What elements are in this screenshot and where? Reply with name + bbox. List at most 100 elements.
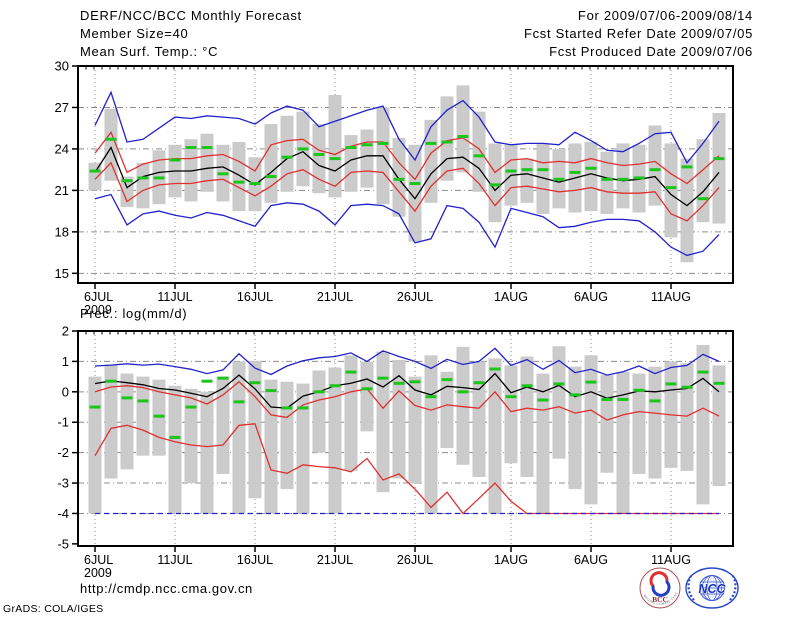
observation-dash: [489, 367, 501, 371]
observation-dash: [217, 172, 229, 176]
member-spread-bar: [584, 355, 598, 505]
observation-dash: [89, 169, 101, 173]
series-mean-minus-std: [94, 161, 720, 222]
observation-dash: [473, 154, 485, 158]
y-tick-label: 18: [55, 224, 69, 239]
observation-dash: [377, 141, 389, 145]
observation-dash: [633, 388, 645, 392]
series-mean-minus-std: [94, 423, 719, 515]
y-tick-label: 27: [55, 100, 69, 115]
y-tick-label: -3: [57, 476, 69, 491]
y-tick-label: 15: [55, 266, 69, 281]
x-tick-label: 16JUL: [237, 290, 273, 304]
x-tick-label: 16JUL: [237, 553, 273, 567]
member-spread-bar: [440, 96, 454, 181]
temp-chart-title: Mean Surf. Temp.: °C: [80, 44, 218, 59]
observation-dash: [569, 170, 581, 174]
observation-dash: [265, 175, 277, 179]
member-spread-bar: [712, 365, 726, 487]
observation-dash: [521, 168, 533, 172]
member-spread-bar: [312, 370, 326, 453]
series-ensemble-mean: [94, 146, 720, 207]
member-spread-bar: [312, 124, 326, 194]
y-tick-label: 21: [55, 183, 69, 198]
observation-dash: [505, 169, 517, 173]
member-spread-bar: [696, 344, 710, 505]
bcc-swirl-blue-icon: [651, 580, 671, 597]
member-spread-bar: [504, 365, 518, 464]
observation-dash: [201, 379, 213, 383]
observation-dash: [169, 158, 181, 162]
x-tick-label: 21JUL: [317, 290, 353, 304]
observation-dash: [425, 395, 437, 399]
observation-dash: [505, 395, 517, 399]
observation-dash: [681, 165, 693, 169]
observation-dash: [121, 396, 133, 400]
ncc-logo: NCC: [685, 567, 739, 609]
series-ensemble-max: [94, 90, 720, 164]
observation-dash: [409, 380, 421, 384]
observation-dash: [649, 168, 661, 172]
bcc-logo-text: BCC: [652, 595, 668, 604]
member-spread-bar: [664, 143, 678, 238]
observation-dash: [137, 176, 149, 180]
member-spread-bar: [472, 361, 486, 477]
member-spread-bar: [488, 143, 502, 223]
observation-dash: [329, 157, 341, 161]
prec-chart-title: Prec.: log(mm/d): [80, 306, 187, 321]
observation-dashes: [89, 134, 725, 201]
member-spread-bar: [568, 366, 582, 490]
member-spread-bar: [648, 125, 662, 206]
x-tick-label: 11AUG: [651, 553, 691, 567]
member-spread-bar: [184, 388, 198, 484]
observation-dash: [313, 152, 325, 156]
member-spread-bar: [88, 376, 102, 514]
observation-dash: [265, 389, 277, 393]
observation-dash: [153, 176, 165, 180]
x-tick-label: 11JUL: [157, 553, 192, 567]
y-tick-label: -2: [57, 445, 69, 460]
member-spread-bar: [200, 391, 214, 514]
observation-dash: [585, 380, 597, 384]
member-spread-bar: [392, 137, 406, 217]
y-tick-label: 24: [55, 141, 69, 156]
member-spread-bar: [344, 135, 358, 192]
observation-dash: [681, 385, 693, 389]
observation-dash: [697, 370, 709, 374]
series-mean-plus-std: [94, 380, 720, 421]
observation-dash: [105, 137, 117, 141]
member-size-label: Member Size=40: [80, 26, 188, 41]
member-spread-bar: [104, 108, 118, 181]
series-ensemble-mean: [94, 372, 720, 409]
member-spread-bar: [648, 366, 662, 479]
observation-dash: [345, 146, 357, 150]
observation-dash: [409, 181, 421, 185]
ncc-logo-text: NCC: [698, 582, 726, 596]
observation-dash: [665, 382, 677, 386]
observation-dash: [601, 177, 613, 181]
member-spread-bar: [632, 373, 646, 474]
refer-date-label: Fcst Started Refer Date 2009/07/05: [524, 26, 753, 41]
member-spread-bar: [712, 112, 726, 224]
member-spread-bar: [200, 133, 214, 192]
member-spread-bar: [600, 151, 614, 214]
y-tick-label: -5: [57, 536, 69, 551]
observation-dash: [665, 186, 677, 190]
member-spread-bar: [600, 375, 614, 473]
series-ensemble-min: [94, 193, 720, 257]
member-spread-bar: [152, 379, 166, 456]
observation-dash: [281, 155, 293, 159]
member-spread-bar: [360, 361, 374, 432]
observation-dash: [617, 177, 629, 181]
observation-dash: [313, 390, 325, 394]
member-spread-bar: [232, 142, 246, 212]
observation-dash: [633, 176, 645, 180]
observation-dash: [553, 382, 565, 386]
member-spread-bar: [680, 158, 694, 263]
member-spread-bar: [488, 358, 502, 514]
observation-dash: [569, 393, 581, 397]
member-spread-bar: [376, 351, 390, 493]
website-url: http://cmdp.ncc.cma.gov.cn: [80, 581, 253, 596]
member-spread-bar: [168, 385, 182, 514]
